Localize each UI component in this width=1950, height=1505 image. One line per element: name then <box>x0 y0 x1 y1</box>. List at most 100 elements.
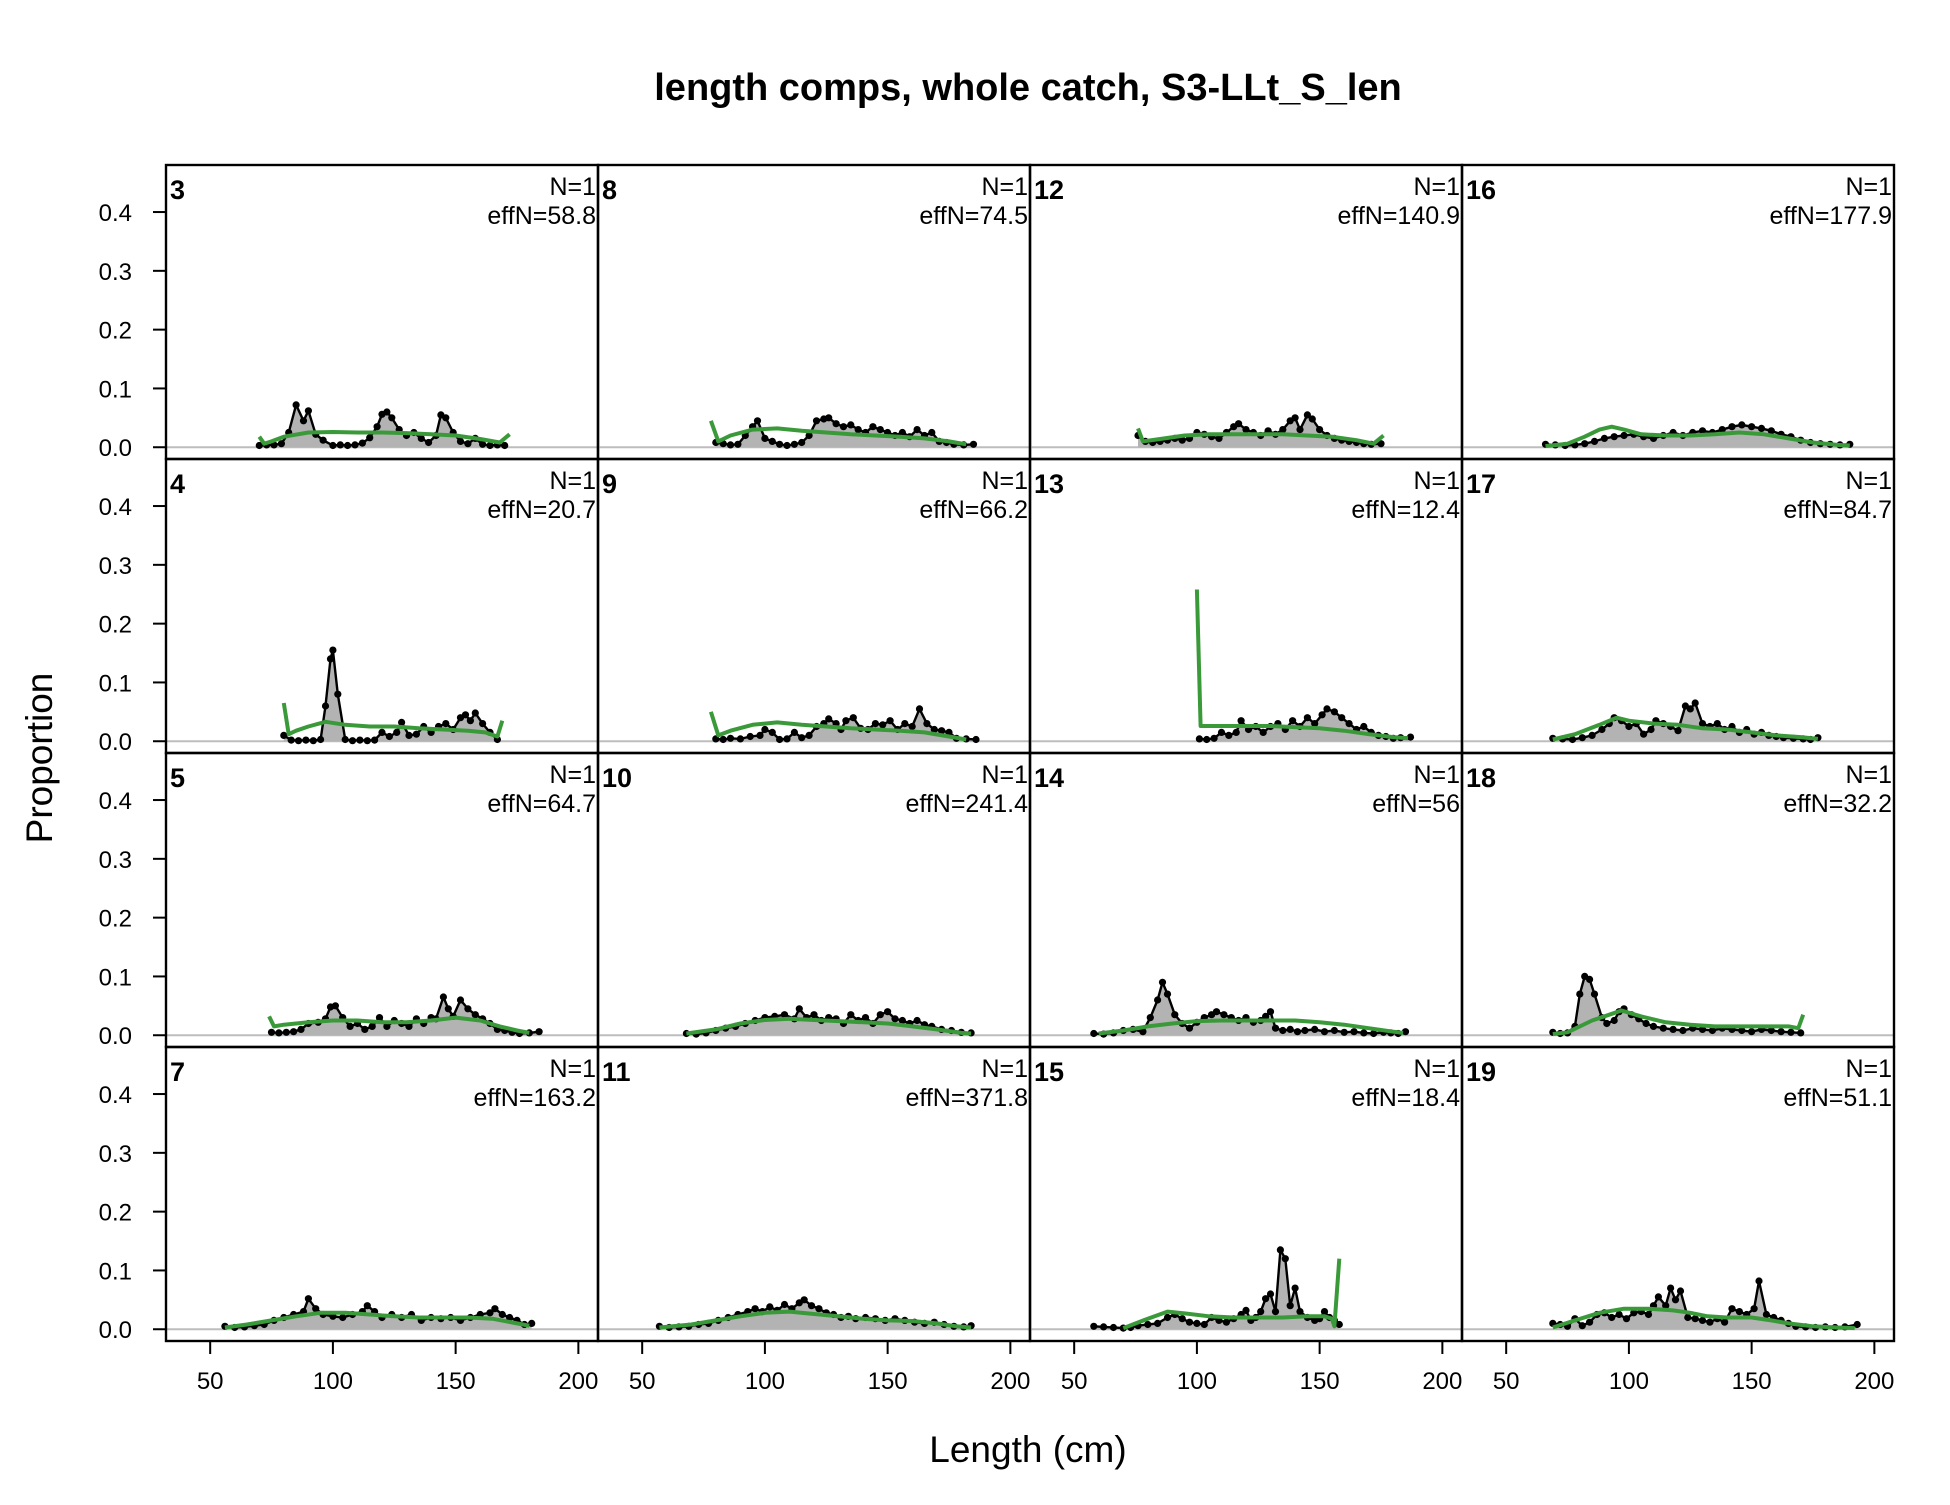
observed-point <box>356 736 364 744</box>
observed-point <box>287 736 295 744</box>
observed-point <box>1598 725 1606 734</box>
observed-point <box>884 1008 892 1016</box>
observed-point <box>326 655 335 663</box>
observed-point <box>1158 978 1167 986</box>
observed-point <box>901 720 909 728</box>
observed-point <box>930 725 938 734</box>
observed-point <box>1708 1026 1716 1035</box>
observed-point <box>780 1011 789 1019</box>
observed-point <box>928 428 936 437</box>
observed-point <box>1757 424 1766 432</box>
observed-point <box>491 1305 499 1313</box>
panel-label: 19 <box>1466 1057 1496 1087</box>
observed-point <box>734 440 742 448</box>
observed-point <box>393 728 401 737</box>
observed-point <box>501 441 509 450</box>
y-tick-label: 0.0 <box>99 1317 132 1344</box>
observed-point <box>1679 1026 1687 1035</box>
observed-point <box>1600 434 1608 442</box>
observed-point <box>1750 1305 1758 1313</box>
observed-point <box>486 441 494 450</box>
observed-point <box>1671 1296 1680 1304</box>
observed-point <box>746 732 754 741</box>
observed-point <box>498 1310 506 1319</box>
panel-n-label: N=1 <box>1413 173 1460 201</box>
observed-point <box>336 441 344 449</box>
observed-point <box>290 1028 298 1036</box>
observed-point <box>761 725 769 734</box>
panel-n-label: N=1 <box>1413 1055 1460 1083</box>
observed-point <box>1755 1277 1763 1285</box>
panel-effn-label: effN=20.7 <box>487 496 596 524</box>
observed-point <box>1350 1028 1358 1036</box>
observed-point <box>805 431 813 440</box>
observed-point <box>1185 1024 1194 1032</box>
observed-point <box>1195 735 1203 743</box>
observed-point <box>1296 426 1304 434</box>
observed-point <box>1649 1022 1658 1030</box>
observed-point <box>1610 1016 1618 1025</box>
observed-point <box>1345 720 1353 728</box>
panel-effn-label: effN=371.8 <box>905 1084 1028 1112</box>
observed-point <box>1578 734 1586 742</box>
panel-label: 3 <box>170 175 185 205</box>
observed-point <box>825 414 833 422</box>
y-tick-label: 0.2 <box>99 318 132 345</box>
y-tick-label: 0.0 <box>99 729 132 756</box>
panel-label: 5 <box>170 763 185 793</box>
observed-point <box>1212 1008 1221 1016</box>
observed-point <box>1163 990 1172 998</box>
observed-point <box>1259 728 1267 737</box>
panel-n-label: N=1 <box>1413 467 1460 495</box>
observed-point <box>1576 990 1584 998</box>
observed-point <box>1728 1305 1736 1313</box>
observed-point <box>1311 1025 1319 1033</box>
panel-label: 8 <box>602 175 617 205</box>
observed-point <box>876 426 884 434</box>
panel-effn-label: effN=140.9 <box>1337 202 1460 230</box>
observed-point <box>275 1029 283 1037</box>
panel-n-label: N=1 <box>981 1055 1028 1083</box>
observed-point <box>1237 717 1245 725</box>
y-tick-label: 0.4 <box>99 494 132 521</box>
panel-effn-label: effN=32.2 <box>1783 790 1892 818</box>
y-tick-label: 0.3 <box>99 847 132 874</box>
expected-line <box>709 420 967 447</box>
observed-point <box>1109 1323 1118 1332</box>
observed-point <box>815 1305 823 1313</box>
panel-n-label: N=1 <box>981 467 1028 495</box>
observed-point <box>1286 1025 1294 1033</box>
observed-point <box>1767 1026 1775 1035</box>
x-tick-label: 150 <box>1300 1368 1340 1395</box>
observed-point <box>255 441 263 450</box>
observed-point <box>1669 1025 1677 1033</box>
observed-point <box>1262 1295 1270 1303</box>
observed-point <box>756 731 764 740</box>
expected-line <box>281 702 505 739</box>
observed-point <box>1235 420 1243 428</box>
observed-point <box>1728 423 1736 431</box>
observed-point <box>847 1011 855 1019</box>
observed-point <box>1853 1320 1861 1329</box>
observed-point <box>417 434 425 442</box>
observed-area <box>1552 703 1818 742</box>
panel-effn-label: effN=66.2 <box>919 496 1028 524</box>
observed-point <box>1289 717 1297 725</box>
observed-point <box>726 441 735 449</box>
observed-point <box>388 414 396 422</box>
panel-label: 7 <box>170 1057 185 1087</box>
observed-point <box>282 1028 290 1036</box>
observed-point <box>1225 731 1233 740</box>
observed-point <box>1578 1322 1586 1330</box>
observed-point <box>1568 735 1577 744</box>
observed-point <box>1630 1309 1638 1317</box>
observed-point <box>1674 727 1682 735</box>
observed-point <box>405 1022 413 1030</box>
observed-point <box>341 735 349 744</box>
observed-point <box>1090 1322 1098 1330</box>
